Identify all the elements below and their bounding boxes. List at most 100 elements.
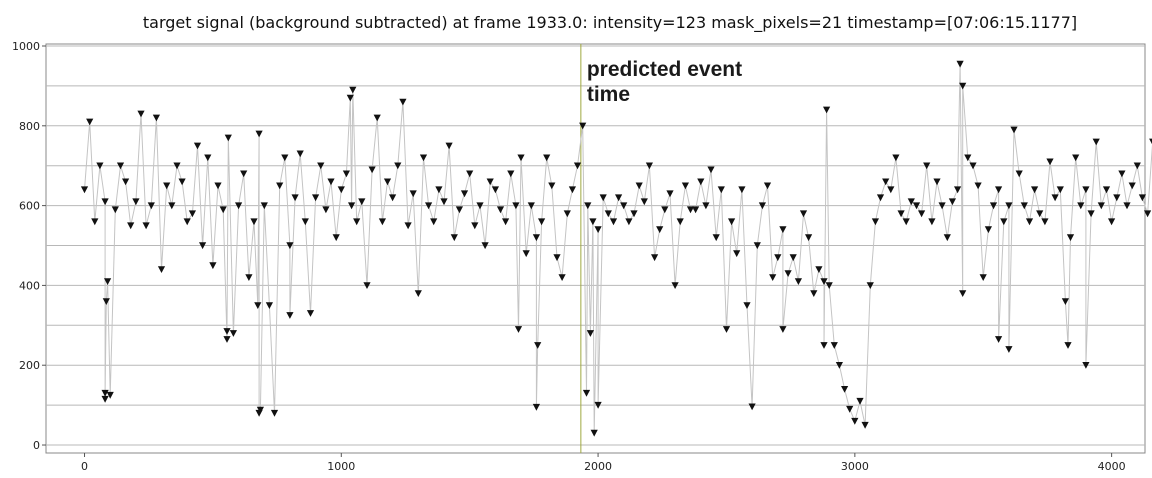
data-point-157: [784, 270, 792, 277]
data-point-11: [116, 162, 125, 170]
data-point-115: [586, 330, 594, 337]
data-point-53: [301, 218, 309, 226]
data-point-149: [748, 403, 756, 411]
data-point-10: [111, 206, 119, 214]
data-point-46: [270, 409, 279, 417]
data-point-173: [856, 397, 864, 405]
data-point-16: [142, 222, 150, 230]
data-point-227: [1102, 186, 1111, 194]
data-point-158: [789, 254, 797, 262]
data-point-190: [943, 234, 951, 242]
data-point-201: [989, 202, 998, 210]
data-point-180: [892, 154, 900, 162]
data-point-39: [250, 218, 258, 226]
data-point-231: [1123, 202, 1131, 210]
data-point-234: [1138, 194, 1146, 202]
data-point-178: [882, 178, 890, 186]
x-tick-label-1000: 1000: [327, 460, 355, 473]
data-point-221: [1077, 202, 1085, 210]
data-point-218: [1064, 342, 1072, 349]
data-point-77: [414, 290, 422, 297]
data-point-24: [183, 218, 191, 226]
data-point-132: [661, 206, 669, 214]
data-point-26: [193, 142, 202, 150]
data-point-206: [1005, 346, 1013, 353]
data-point-19: [157, 266, 166, 273]
data-point-162: [810, 290, 818, 297]
data-point-183: [907, 198, 915, 206]
data-point-145: [728, 218, 736, 226]
data-point-86: [460, 190, 469, 198]
data-point-120: [599, 194, 607, 202]
data-point-222: [1082, 186, 1090, 194]
data-point-205: [1005, 202, 1013, 210]
data-point-56: [317, 162, 325, 170]
data-point-193: [956, 60, 964, 68]
data-point-146: [733, 250, 741, 258]
x-axis: 0 1000 2000 3000 4000: [81, 453, 1126, 473]
data-point-150: [753, 242, 761, 250]
data-point-207: [1010, 126, 1018, 134]
data-point-203: [995, 336, 1003, 343]
data-point-55: [312, 194, 320, 202]
data-point-215: [1051, 194, 1059, 202]
data-point-126: [630, 210, 638, 218]
data-point-31: [219, 206, 227, 214]
data-point-73: [394, 162, 402, 170]
data-point-7: [102, 298, 110, 305]
data-point-82: [440, 198, 448, 206]
data-point-214: [1046, 158, 1054, 166]
data-point-100: [527, 202, 535, 210]
data-point-136: [681, 182, 689, 190]
data-point-85: [455, 206, 463, 214]
data-point-224: [1087, 210, 1095, 218]
data-point-164: [820, 278, 828, 285]
data-point-135: [676, 218, 684, 226]
data-point-192: [954, 186, 962, 194]
data-point-154: [774, 254, 782, 262]
data-point-101: [532, 234, 540, 242]
data-point-165: [820, 342, 828, 349]
data-point-219: [1066, 234, 1075, 242]
series-markers: [80, 60, 1152, 437]
data-point-21: [168, 202, 176, 210]
data-point-95: [507, 170, 515, 178]
data-point-17: [147, 202, 155, 210]
data-point-213: [1041, 218, 1049, 226]
data-point-78: [419, 154, 428, 162]
data-point-195: [959, 82, 967, 90]
data-point-122: [609, 218, 618, 226]
data-point-38: [245, 274, 253, 281]
data-point-163: [815, 266, 823, 273]
data-point-175: [866, 282, 874, 289]
data-point-106: [548, 182, 556, 190]
data-point-97: [514, 326, 523, 333]
data-point-105: [543, 154, 551, 162]
data-point-230: [1118, 170, 1126, 178]
data-point-51: [291, 194, 299, 202]
data-point-153: [769, 274, 777, 281]
data-point-30: [214, 182, 222, 190]
data-point-5: [101, 395, 109, 403]
data-point-27: [199, 242, 207, 250]
data-point-64: [349, 86, 357, 94]
y-tick-label-200: 200: [19, 359, 40, 372]
data-point-34: [224, 134, 232, 142]
data-point-28: [204, 154, 212, 162]
data-point-99: [522, 250, 530, 258]
data-point-123: [615, 194, 623, 202]
data-point-81: [435, 186, 443, 194]
data-point-60: [337, 186, 345, 194]
data-point-128: [640, 198, 648, 206]
data-point-118: [594, 226, 602, 234]
data-point-233: [1133, 162, 1141, 170]
data-point-169: [835, 362, 843, 369]
data-point-199: [979, 274, 987, 281]
data-point-235: [1144, 210, 1152, 218]
data-point-226: [1097, 202, 1105, 210]
data-point-1: [86, 118, 94, 126]
data-point-91: [486, 178, 494, 186]
data-point-76: [409, 190, 417, 198]
data-point-98: [517, 154, 525, 162]
data-point-148: [743, 302, 751, 309]
